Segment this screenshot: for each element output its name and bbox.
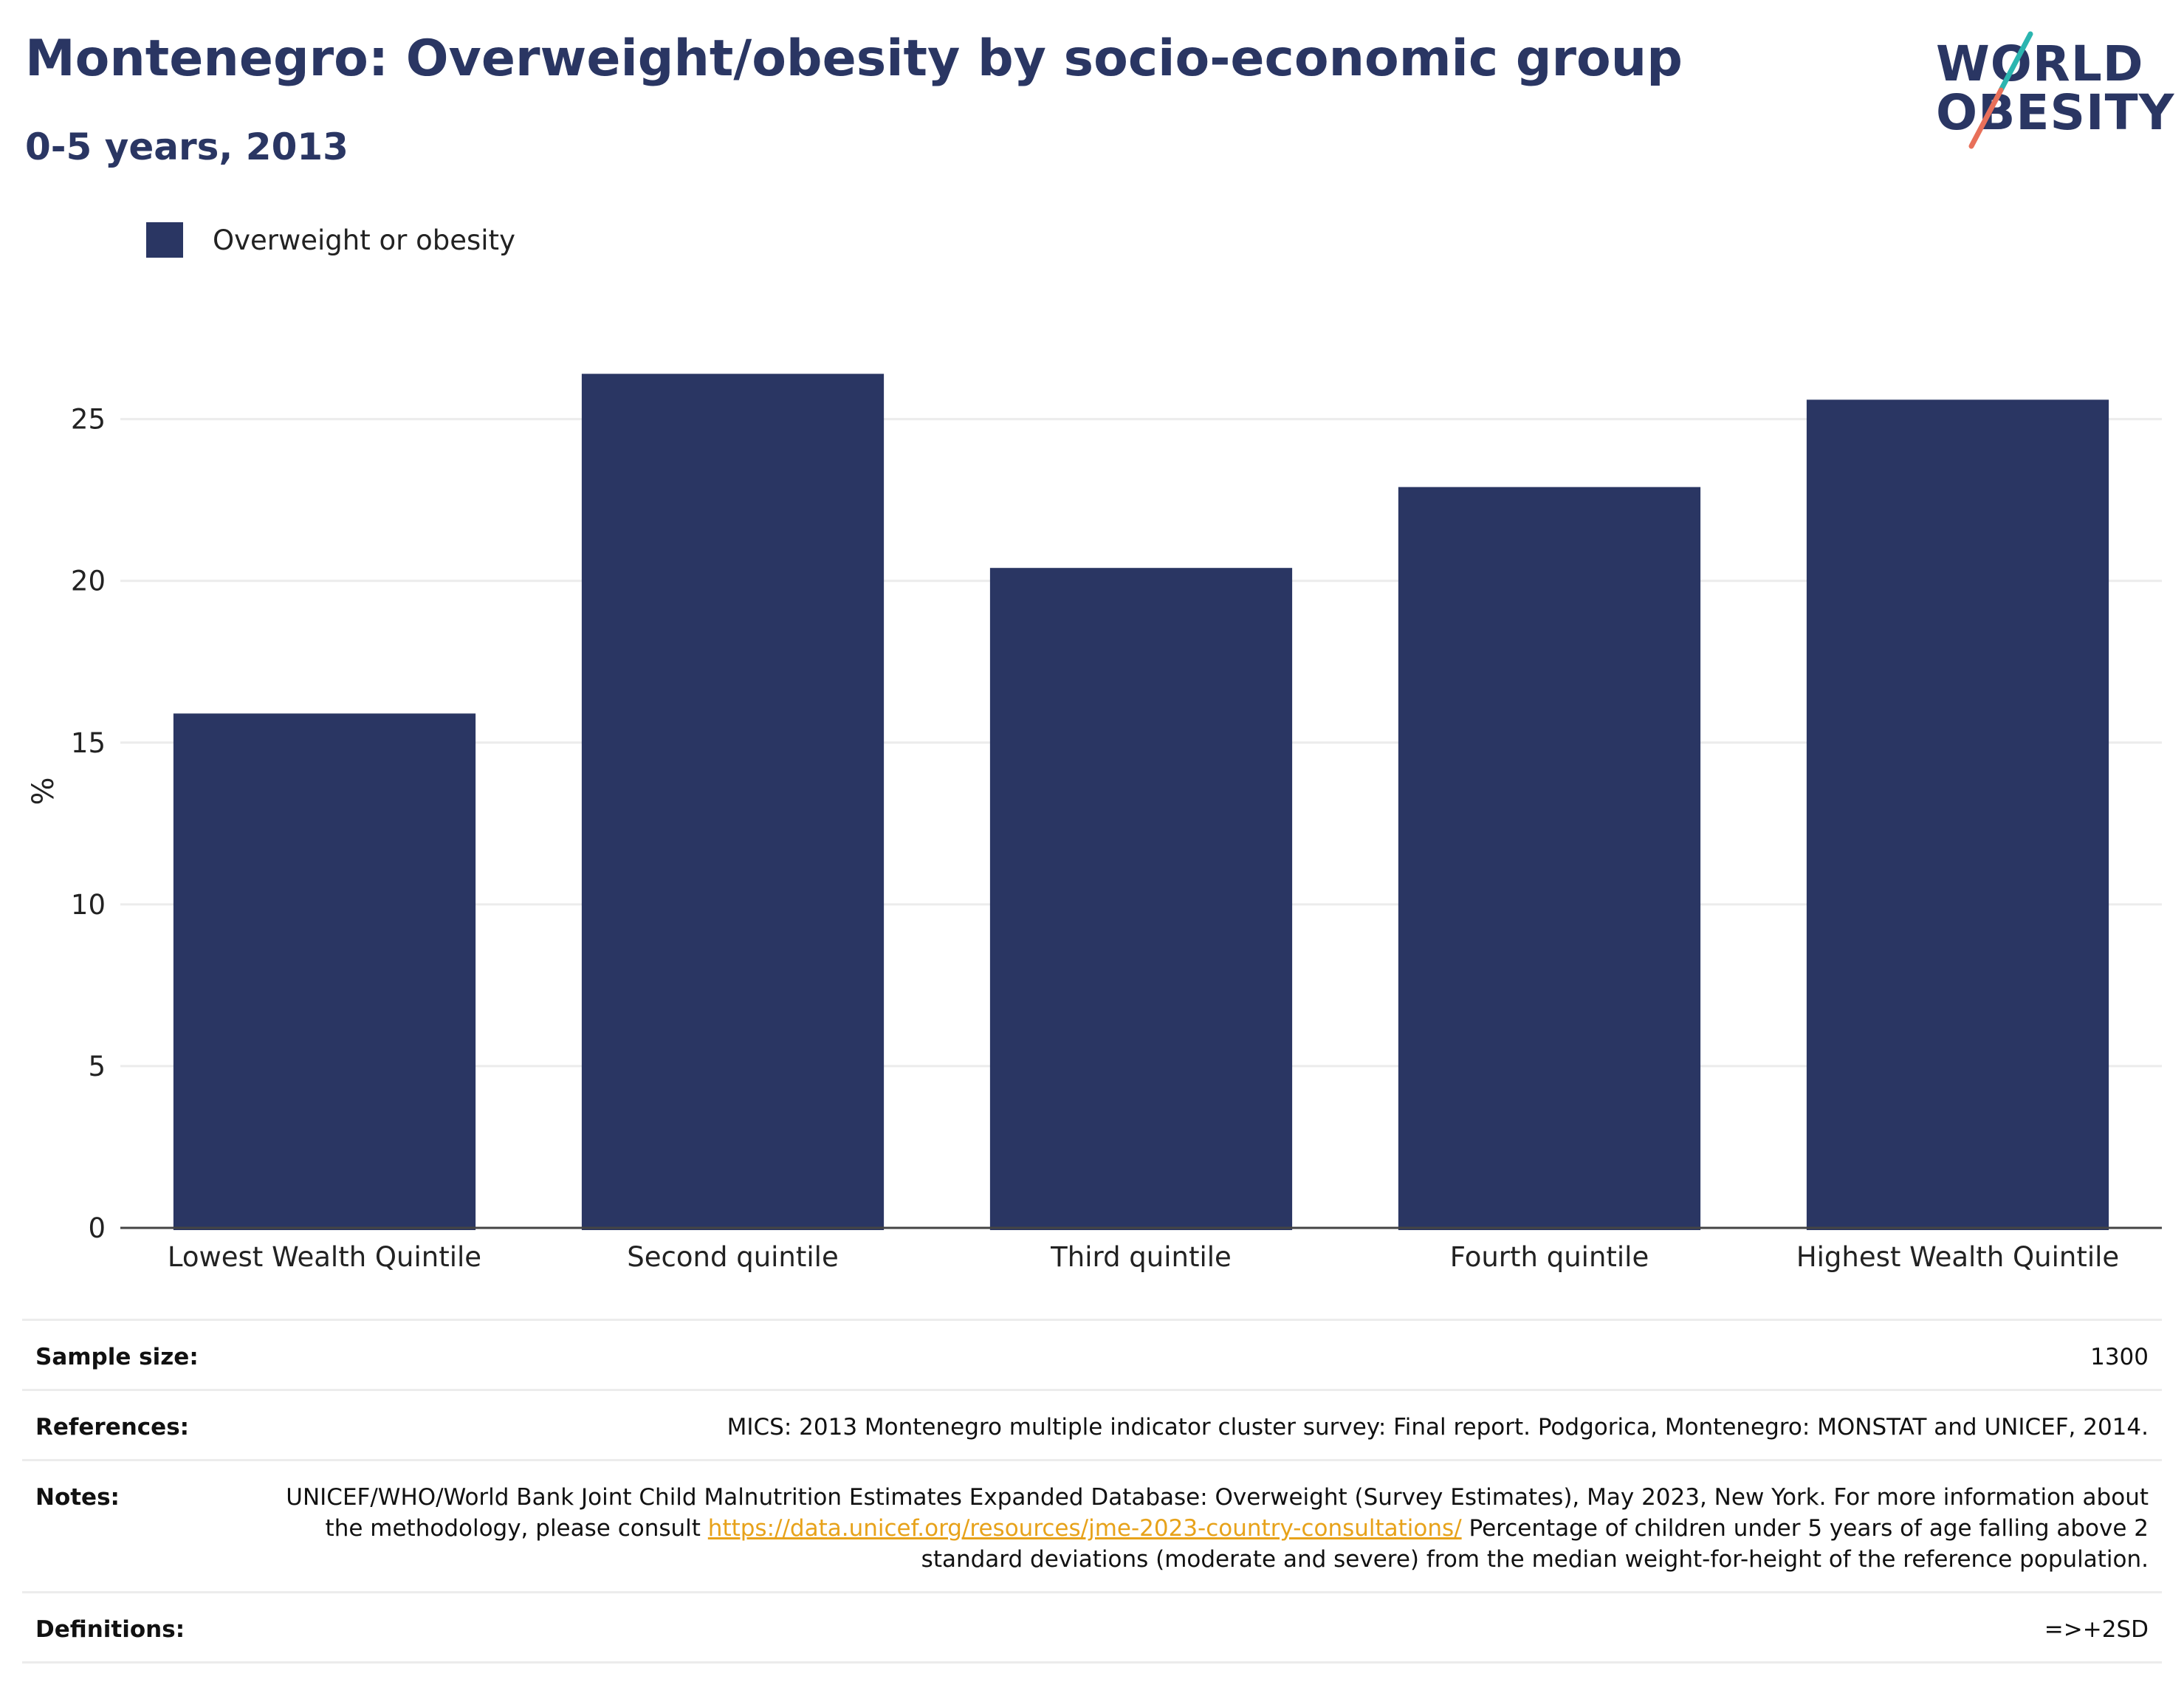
notes-text-after: Percentage of children under 5 years of … — [921, 1515, 2149, 1573]
y-tick-label: 10 — [71, 889, 106, 921]
notes-key: Notes: — [35, 1484, 120, 1511]
bar-chart: 0 5 10 15 20 25% Lowest Wealth Quintile Second … — [27, 374, 2162, 1273]
bar — [173, 713, 476, 1230]
logo-line-1: WORLD — [1936, 35, 2144, 92]
notes-link[interactable]: https://data.unicef.org/resources/jme-20… — [707, 1515, 1462, 1542]
logo-line-2: OBESITY — [1936, 84, 2175, 141]
bar — [1806, 399, 2109, 1230]
references-key: References: — [35, 1414, 190, 1441]
table-row: Sample size: 1300 — [22, 1319, 2162, 1389]
y-tick-label: 20 — [71, 566, 106, 597]
x-tick-label: Fourth quintile — [1450, 1241, 1649, 1273]
x-tick-label: Highest Wealth Quintile — [1796, 1241, 2119, 1273]
legend-label: Overweight or obesity — [213, 224, 515, 256]
y-tick-label: 15 — [71, 727, 106, 759]
chart-subtitle: 0-5 years, 2013 — [25, 126, 348, 168]
sample-size-value: 1300 — [2090, 1344, 2149, 1370]
table-row: Notes: UNICEF/WHO/World Bank Joint Child… — [22, 1459, 2162, 1591]
table-row: References: MICS: 2013 Montenegro multip… — [22, 1389, 2162, 1459]
y-tick-label: 0 — [88, 1212, 106, 1244]
x-tick-label: Lowest Wealth Quintile — [168, 1241, 481, 1273]
notes-text-before: UNICEF/WHO/World Bank Joint Child Malnut… — [286, 1484, 2149, 1542]
logo-slash-icon — [1968, 31, 2033, 149]
chart-title: Montenegro: Overweight/obesity by socio-… — [25, 30, 1683, 88]
x-tick-label: Third quintile — [1050, 1241, 1232, 1273]
notes-value: UNICEF/WHO/World Bank Joint Child Malnut… — [258, 1482, 2149, 1575]
legend-swatch — [146, 222, 183, 258]
y-tick-label: 25 — [71, 404, 106, 436]
bar — [989, 568, 1293, 1230]
table-row: Definitions: =>+2SD — [22, 1591, 2162, 1664]
bar — [581, 374, 885, 1231]
bar — [1398, 487, 1701, 1230]
references-value: MICS: 2013 Montenegro multiple indicator… — [727, 1414, 2149, 1441]
world-obesity-logo: WORLD OBESITY — [1920, 30, 2175, 155]
x-tick-label: Second quintile — [627, 1241, 838, 1273]
definitions-value: =>+2SD — [2044, 1616, 2149, 1643]
info-table: Sample size: 1300 References: MICS: 2013… — [22, 1319, 2162, 1664]
y-axis-label: % — [27, 777, 61, 805]
legend: Overweight or obesity — [146, 222, 515, 258]
y-tick-label: 5 — [88, 1051, 106, 1082]
definitions-key: Definitions: — [35, 1616, 185, 1643]
sample-size-key: Sample size: — [35, 1344, 199, 1370]
